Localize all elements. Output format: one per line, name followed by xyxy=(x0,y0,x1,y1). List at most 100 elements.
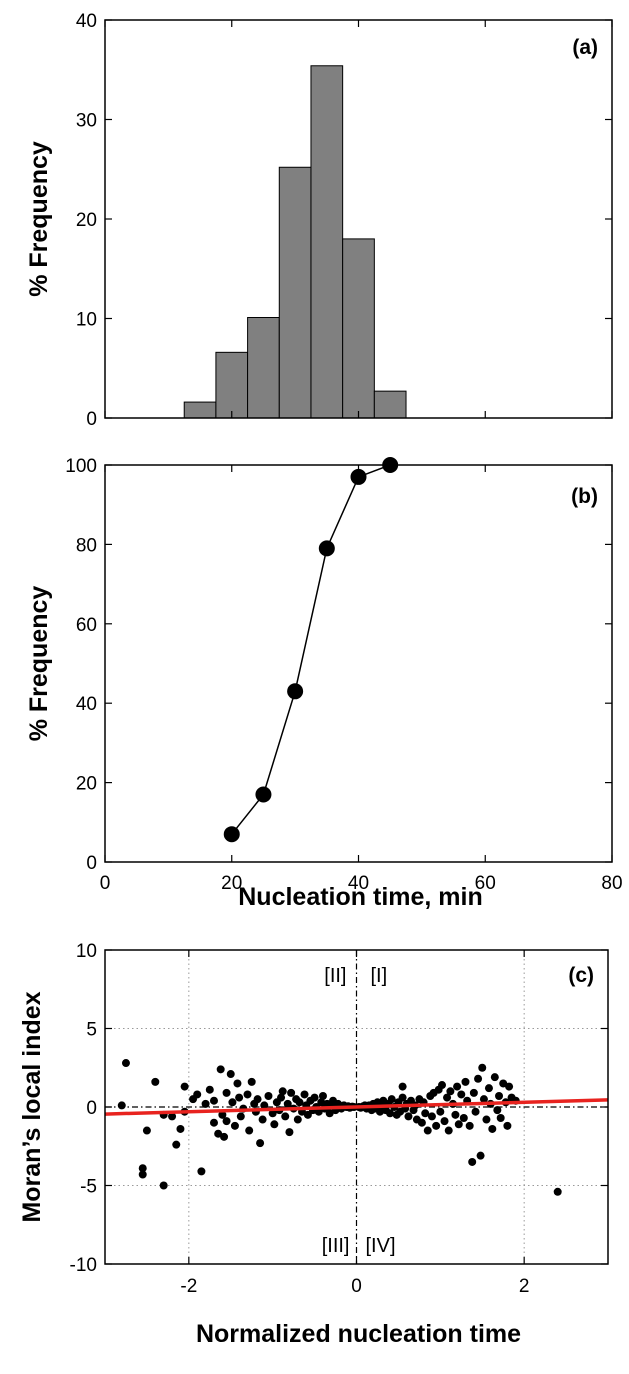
moran-point xyxy=(476,1151,485,1160)
moran-point xyxy=(493,1106,502,1115)
panel-c-label: (c) xyxy=(568,964,594,987)
moran-point xyxy=(193,1090,202,1099)
moran-point xyxy=(427,1112,436,1121)
moran-point xyxy=(468,1157,477,1166)
moran-point xyxy=(465,1121,474,1130)
moran-point xyxy=(201,1099,210,1108)
quadrant-label-iii: [III] xyxy=(322,1235,350,1257)
moran-point xyxy=(236,1112,245,1121)
x-tick-label: 0 xyxy=(100,873,111,894)
panel-b-label: (b) xyxy=(571,485,598,508)
moran-point xyxy=(245,1126,254,1135)
moran-point xyxy=(474,1074,483,1083)
moran-point xyxy=(247,1077,256,1086)
fit-line xyxy=(104,1098,609,1116)
moran-point xyxy=(387,1095,396,1104)
moran-point xyxy=(256,1139,265,1148)
y-tick-label: 60 xyxy=(76,615,97,636)
y-tick-label: -10 xyxy=(70,1255,97,1276)
moran-point xyxy=(159,1181,168,1190)
moran-point xyxy=(471,1107,480,1116)
panel-c-zero-lines xyxy=(105,950,608,1264)
moran-point xyxy=(205,1085,214,1094)
moran-point xyxy=(443,1093,452,1102)
quadrant-label-iv: [IV] xyxy=(366,1235,396,1257)
y-tick-label: 80 xyxy=(76,535,97,556)
moran-point xyxy=(459,1113,468,1122)
y-tick-label: 20 xyxy=(76,210,97,231)
moran-point xyxy=(421,1109,430,1118)
y-tick-label: 0 xyxy=(86,409,97,430)
x-tick-label: 20 xyxy=(221,873,242,894)
panel-b-x-tick-labels: 0 20 40 60 80 xyxy=(100,873,623,894)
panel-a-label: (a) xyxy=(572,36,598,59)
moran-point xyxy=(264,1092,273,1101)
y-tick-label: 0 xyxy=(86,1098,97,1119)
panel-c-y-tick-labels: -10 -5 0 5 10 xyxy=(70,941,97,1276)
moran-point xyxy=(488,1124,497,1133)
x-tick-label: 60 xyxy=(475,873,496,894)
moran-point xyxy=(233,1079,242,1088)
moran-point xyxy=(285,1128,294,1137)
moran-point xyxy=(318,1092,327,1101)
moran-point xyxy=(303,1110,312,1119)
histogram-bars xyxy=(183,65,407,419)
moran-point xyxy=(138,1170,147,1179)
panel-c-x-tick-labels: -2 0 2 xyxy=(180,1276,529,1297)
moran-point xyxy=(499,1079,508,1088)
moran-point xyxy=(503,1121,512,1130)
moran-point xyxy=(417,1118,426,1127)
panel-c-y-axis-label: Moran’s local index xyxy=(18,991,46,1222)
moran-point xyxy=(197,1167,206,1176)
moran-point xyxy=(287,1088,296,1097)
y-tick-label: 30 xyxy=(76,111,97,132)
moran-point xyxy=(457,1090,466,1099)
moran-point xyxy=(209,1118,218,1127)
moran-point xyxy=(235,1093,244,1102)
moran-point xyxy=(300,1090,309,1099)
moran-points xyxy=(117,1059,562,1196)
moran-point xyxy=(310,1093,319,1102)
cumulative-point xyxy=(382,457,399,473)
moran-point xyxy=(479,1095,488,1104)
x-tick-label: 0 xyxy=(351,1276,362,1297)
panel-b-y-axis-label: % Frequency xyxy=(25,586,53,742)
moran-point xyxy=(440,1117,449,1126)
cumulative-point xyxy=(350,468,367,485)
panel-a-y-axis-label: % Frequency xyxy=(25,141,53,297)
panel-b-ticks xyxy=(104,464,613,863)
panel-b-x-axis-label: Nucleation time, min xyxy=(238,883,482,911)
moran-point xyxy=(404,1112,413,1121)
x-tick-label: 40 xyxy=(348,873,369,894)
moran-point xyxy=(482,1115,491,1124)
moran-point xyxy=(295,1098,304,1107)
panel-c-ticks xyxy=(105,949,608,1265)
moran-point xyxy=(138,1164,147,1173)
moran-point xyxy=(222,1088,231,1097)
panel-b-y-tick-labels: 0 20 40 60 80 100 xyxy=(65,456,97,874)
y-tick-label: 40 xyxy=(76,694,97,715)
moran-point xyxy=(325,1109,334,1118)
moran-point xyxy=(209,1096,218,1105)
moran-point xyxy=(446,1087,455,1096)
moran-point xyxy=(444,1126,453,1135)
x-tick-label: -2 xyxy=(180,1276,197,1297)
panel-a-y-tick-labels: 0 10 20 30 40 xyxy=(76,11,97,430)
histogram-bar xyxy=(183,401,217,419)
histogram-bar xyxy=(373,390,407,419)
moran-point xyxy=(281,1112,290,1121)
y-tick-label: 10 xyxy=(76,310,97,331)
moran-point xyxy=(142,1126,151,1135)
moran-point xyxy=(386,1109,395,1118)
quadrant-label-ii: [II] xyxy=(324,965,346,987)
moran-point xyxy=(283,1099,292,1108)
moran-point xyxy=(228,1098,237,1107)
histogram-panel: 0 10 20 30 40 % Frequency (a) xyxy=(25,11,613,430)
y-tick-label: 10 xyxy=(76,941,97,962)
cumulative-panel: 0 20 40 60 80 100 0 20 40 60 80 % Frequency Nucle… xyxy=(25,456,623,911)
moran-point xyxy=(432,1121,441,1130)
moran-point xyxy=(172,1140,181,1149)
moran-point xyxy=(230,1121,239,1130)
moran-point xyxy=(180,1082,189,1091)
quadrant-label-i: [I] xyxy=(371,965,388,987)
